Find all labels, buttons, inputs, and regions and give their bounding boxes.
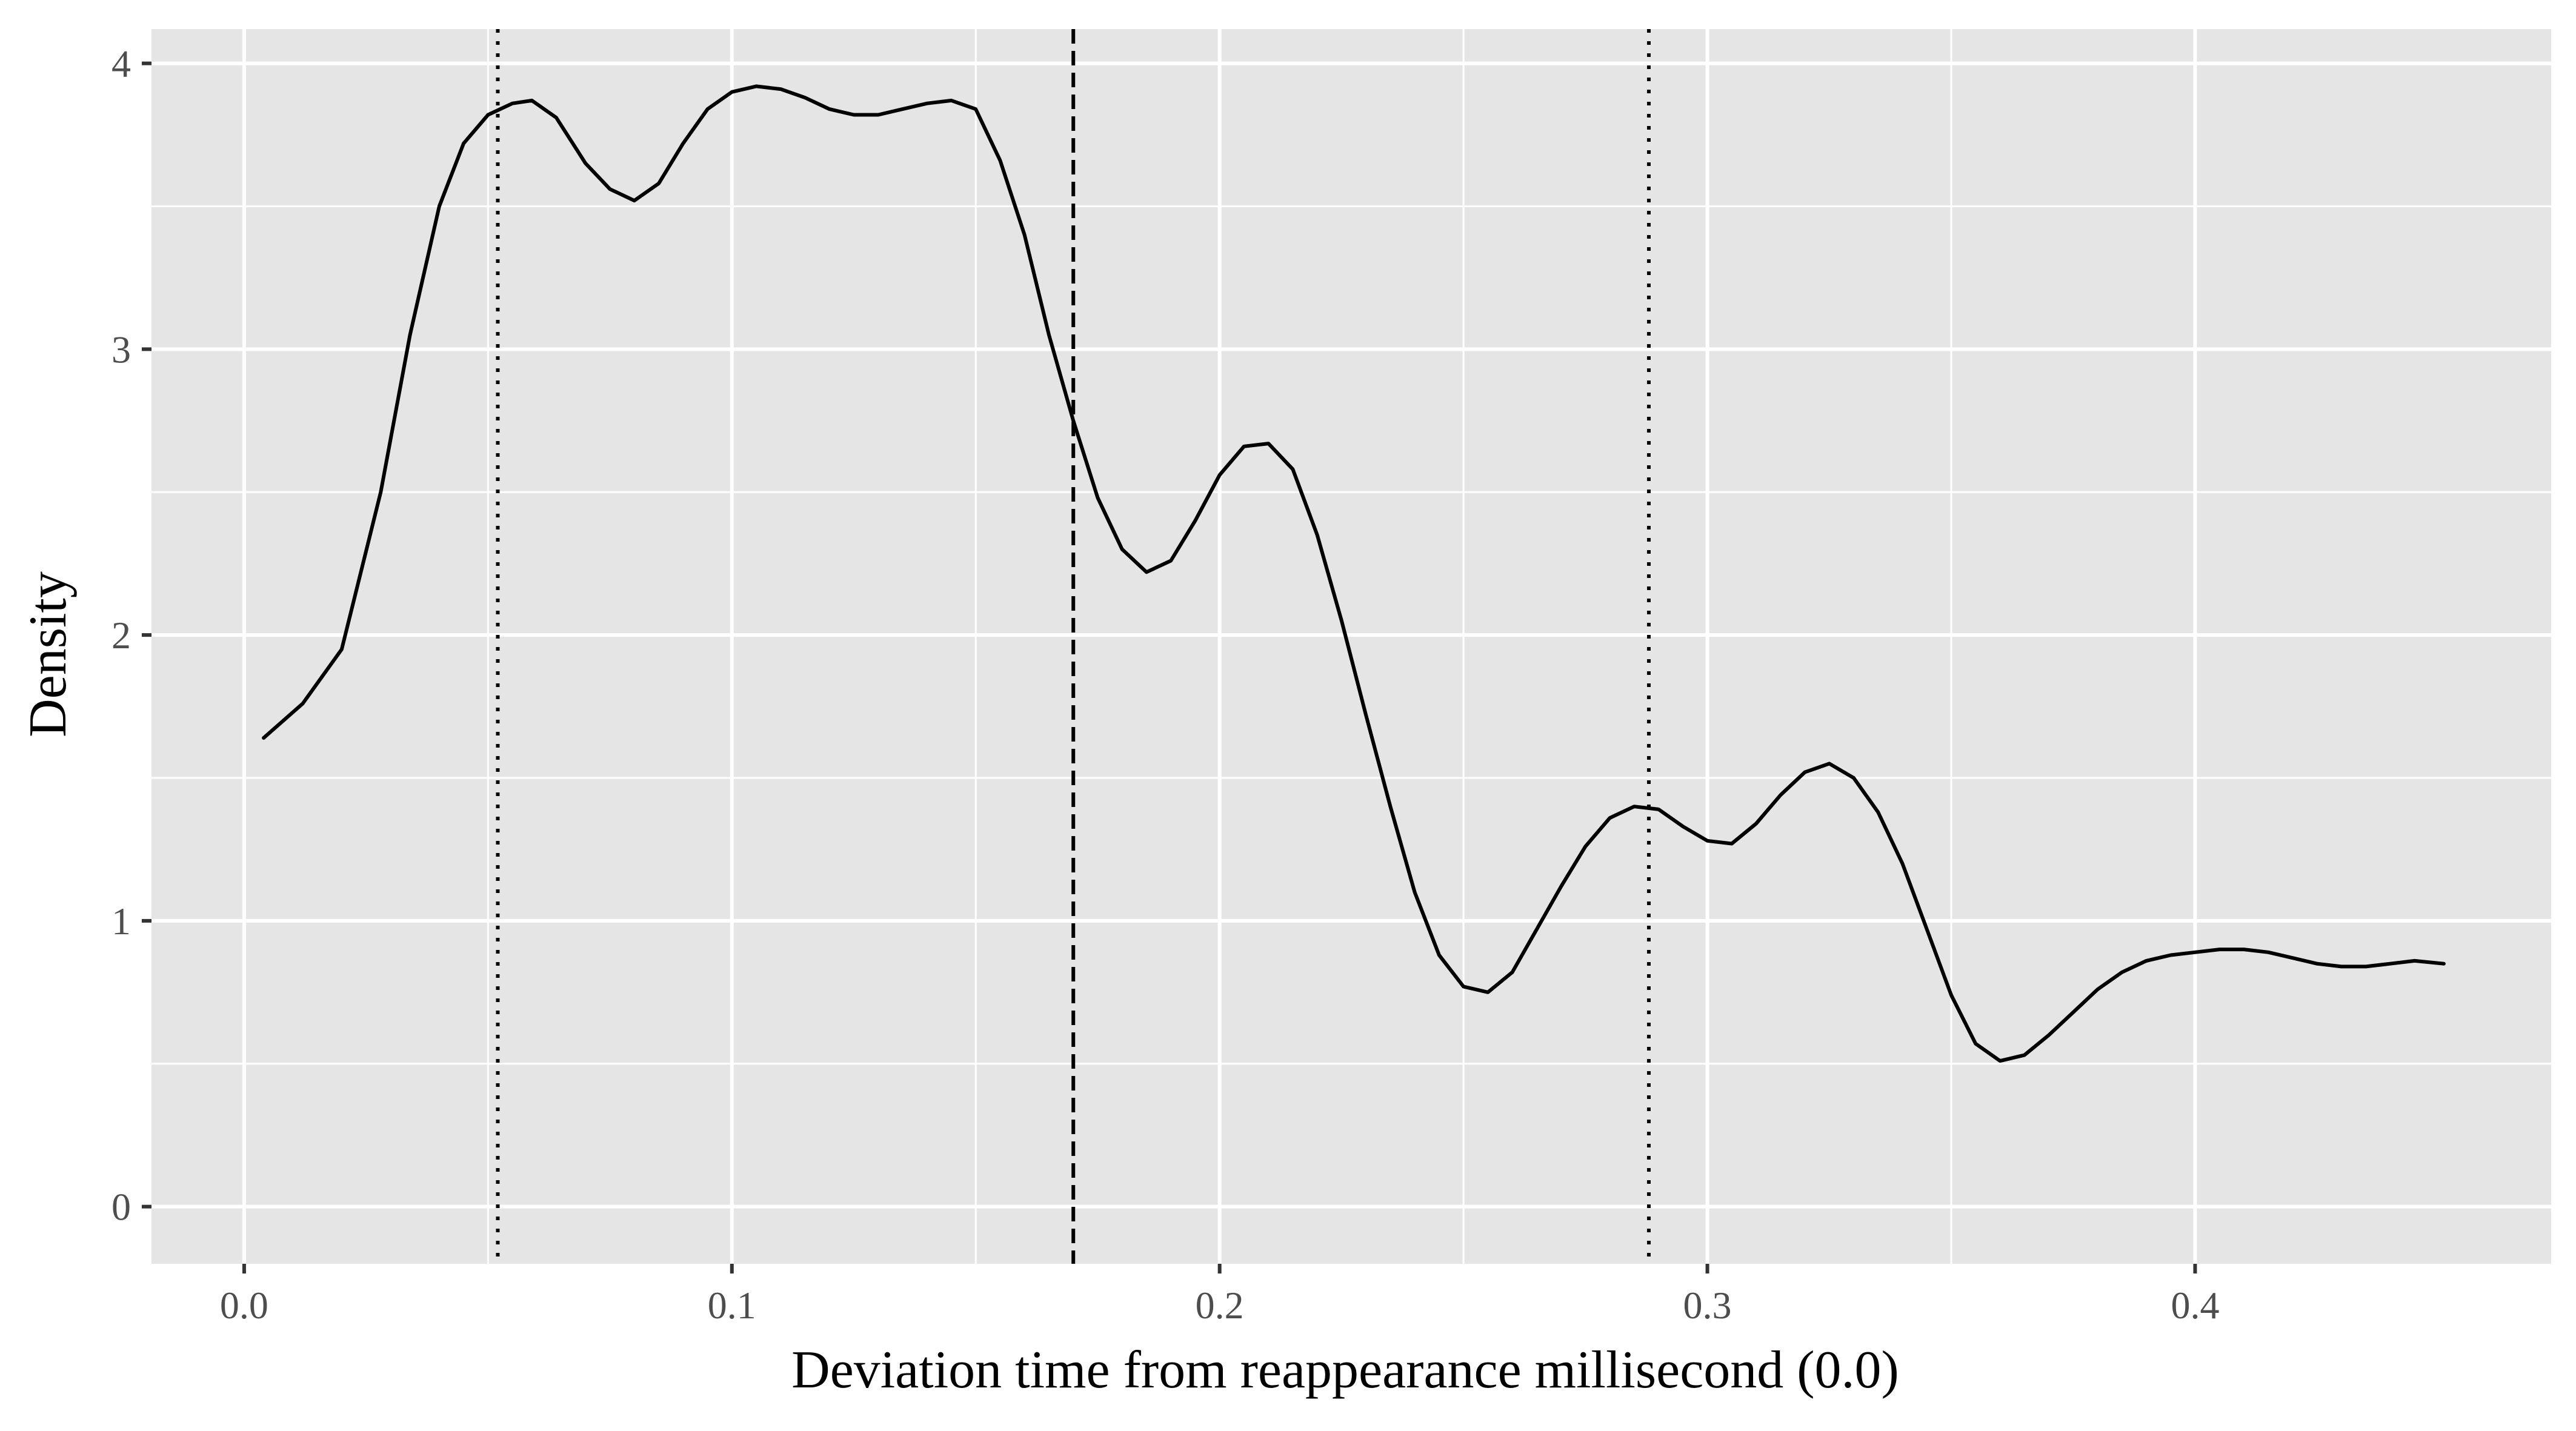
minor-gridlines — [151, 29, 2551, 1264]
plot-panel — [151, 29, 2551, 1264]
x-axis-ticks: 0.0 0.1 0.2 0.3 0.4 — [220, 1264, 2219, 1327]
y-tick-label: 2 — [111, 614, 131, 657]
x-tick-label: 0.3 — [1683, 1284, 1732, 1327]
x-tick-label: 0.0 — [220, 1284, 268, 1327]
x-axis-title: Deviation time from reappearance millise… — [791, 1341, 1899, 1399]
major-gridlines — [151, 29, 2551, 1264]
y-tick-label: 1 — [111, 900, 131, 943]
y-tick-label: 3 — [111, 328, 131, 371]
x-tick-label: 0.1 — [708, 1284, 756, 1327]
y-tick-label: 4 — [111, 42, 131, 85]
x-tick-label: 0.4 — [2171, 1284, 2219, 1327]
y-axis-ticks: 0 1 2 3 4 — [111, 42, 151, 1229]
y-axis-title: Density — [19, 571, 78, 737]
reference-lines — [496, 29, 1651, 1264]
y-tick-label: 0 — [111, 1186, 131, 1229]
x-tick-label: 0.2 — [1196, 1284, 1244, 1327]
density-curve — [262, 84, 2446, 1063]
